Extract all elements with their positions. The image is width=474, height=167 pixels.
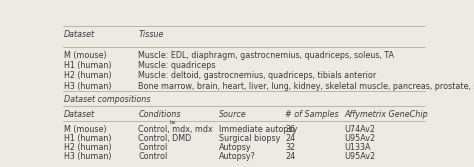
Text: Control: Control bbox=[138, 152, 167, 161]
Text: H3 (human): H3 (human) bbox=[64, 152, 111, 161]
Text: Dataset: Dataset bbox=[64, 110, 95, 119]
Text: Control, DMD: Control, DMD bbox=[138, 134, 191, 143]
Text: Source: Source bbox=[219, 110, 246, 119]
Text: Control: Control bbox=[138, 143, 167, 152]
Text: H3 (human): H3 (human) bbox=[64, 82, 111, 91]
Text: Conditions: Conditions bbox=[138, 110, 181, 119]
Text: M (mouse): M (mouse) bbox=[64, 125, 107, 134]
Text: 36: 36 bbox=[285, 125, 295, 134]
Text: U95Av2: U95Av2 bbox=[344, 152, 375, 161]
Text: U133A: U133A bbox=[344, 143, 371, 152]
Text: H2 (human): H2 (human) bbox=[64, 143, 112, 152]
Text: Bone marrow, brain, heart, liver, lung, kidney, skeletal muscle, pancreas, prost: Bone marrow, brain, heart, liver, lung, … bbox=[138, 82, 474, 91]
Text: 24: 24 bbox=[285, 134, 295, 143]
Text: Dataset compositions: Dataset compositions bbox=[64, 95, 151, 104]
Text: # of Samples: # of Samples bbox=[285, 110, 339, 119]
Text: Immediate autopsy: Immediate autopsy bbox=[219, 125, 297, 134]
Text: U74Av2: U74Av2 bbox=[344, 125, 375, 134]
Text: Control, mdx, mdx: Control, mdx, mdx bbox=[138, 125, 213, 134]
Text: Tissue: Tissue bbox=[138, 30, 164, 39]
Text: Autopsy?: Autopsy? bbox=[219, 152, 256, 161]
Text: Dataset: Dataset bbox=[64, 30, 95, 39]
Text: Affymetrix GeneChip: Affymetrix GeneChip bbox=[344, 110, 428, 119]
Text: 32: 32 bbox=[285, 143, 295, 152]
Text: H1 (human): H1 (human) bbox=[64, 61, 111, 70]
Text: Autopsy: Autopsy bbox=[219, 143, 252, 152]
Text: U95Av2: U95Av2 bbox=[344, 134, 375, 143]
Text: Surgical biopsy: Surgical biopsy bbox=[219, 134, 281, 143]
Text: H2 (human): H2 (human) bbox=[64, 71, 112, 80]
Text: Muscle: EDL, diaphragm, gastrocnemius, quadriceps, soleus, TA: Muscle: EDL, diaphragm, gastrocnemius, q… bbox=[138, 51, 394, 60]
Text: H1 (human): H1 (human) bbox=[64, 134, 111, 143]
Text: 24: 24 bbox=[285, 152, 295, 161]
Text: bx: bx bbox=[169, 120, 176, 125]
Text: Muscle: deltoid, gastrocnemius, quadriceps, tibials anterior: Muscle: deltoid, gastrocnemius, quadrice… bbox=[138, 71, 376, 80]
Text: Muscle: quadriceps: Muscle: quadriceps bbox=[138, 61, 216, 70]
Text: M (mouse): M (mouse) bbox=[64, 51, 107, 60]
